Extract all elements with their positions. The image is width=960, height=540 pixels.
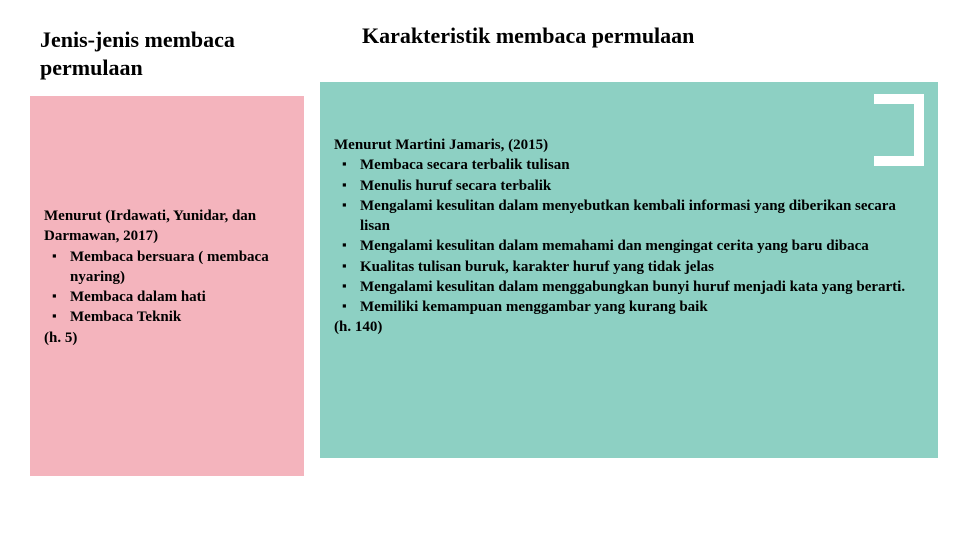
list-item: Menulis huruf secara terbalik [338, 176, 924, 196]
left-title: Jenis-jenis membaca permulaan [40, 26, 300, 81]
list-item: Membaca secara terbalik tulisan [338, 155, 924, 175]
right-page-ref: (h. 140) [334, 317, 924, 337]
slide: Jenis-jenis membaca permulaan Karakteris… [0, 0, 960, 540]
right-list: Membaca secara terbalik tulisan Menulis … [334, 155, 924, 317]
left-source: Menurut (Irdawati, Yunidar, dan Darmawan… [44, 206, 288, 247]
list-item: Membaca dalam hati [48, 287, 288, 307]
list-item: Mengalami kesulitan dalam menggabungkan … [338, 277, 924, 297]
list-item: Memiliki kemampuan menggambar yang kuran… [338, 297, 924, 317]
right-text-block: Menurut Martini Jamaris, (2015) Membaca … [334, 135, 924, 338]
list-item: Kualitas tulisan buruk, karakter huruf y… [338, 257, 924, 277]
list-item: Membaca Teknik [48, 307, 288, 327]
list-item: Mengalami kesulitan dalam memahami dan m… [338, 236, 924, 256]
right-source: Menurut Martini Jamaris, (2015) [334, 135, 924, 155]
right-title: Karakteristik membaca permulaan [362, 22, 762, 50]
left-list: Membaca bersuara ( membaca nyaring) Memb… [44, 247, 288, 328]
left-page-ref: (h. 5) [44, 328, 288, 348]
left-panel: Menurut (Irdawati, Yunidar, dan Darmawan… [30, 96, 304, 476]
list-item: Mengalami kesulitan dalam menyebutkan ke… [338, 196, 924, 237]
list-item: Membaca bersuara ( membaca nyaring) [48, 247, 288, 288]
